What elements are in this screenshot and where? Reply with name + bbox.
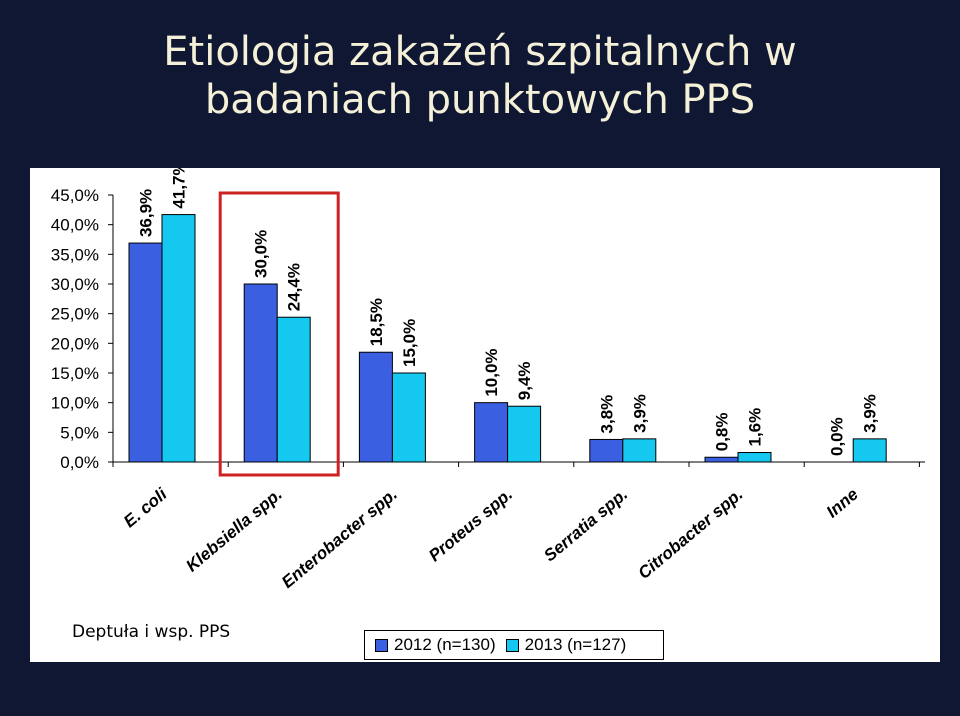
data-label: 1,6% xyxy=(746,408,765,447)
legend-label-2013: 2013 (n=127) xyxy=(524,635,627,654)
chart-legend: 2012 (n=130) 2013 (n=127) xyxy=(364,630,664,660)
legend-item-2013: 2013 (n=127) xyxy=(505,635,627,655)
y-tick-label: 15,0% xyxy=(51,364,99,383)
bar-e-coli-2012 xyxy=(128,242,163,463)
highlight-box xyxy=(218,191,340,477)
slide-title-line1: Etiologia zakażeń szpitalnych w xyxy=(163,29,797,75)
data-label: 10,0% xyxy=(482,348,501,396)
legend-item-2012: 2012 (n=130) xyxy=(375,635,496,655)
data-label: 9,4% xyxy=(515,361,534,400)
data-label: 18,5% xyxy=(367,298,386,346)
data-label: 0,8% xyxy=(713,413,732,452)
bar-enterobacter-spp-2013 xyxy=(391,372,426,463)
legend-swatch-2013 xyxy=(505,638,519,652)
y-tick-label: 25,0% xyxy=(51,305,99,324)
bar-inne-2013 xyxy=(852,438,887,463)
category-label-serratia-spp: Serratia spp. xyxy=(540,485,631,566)
data-label: 30,0% xyxy=(252,230,271,278)
data-label: 41,7% xyxy=(170,168,189,209)
bar-citrobacter-spp-2012 xyxy=(704,456,739,463)
bar-proteus-spp-2012 xyxy=(474,402,509,463)
bar-chart: 0,0% 5,0% 10,0% 15,0% 20,0% 25,0% 30,0% 35,0% 40… xyxy=(51,168,925,592)
data-label: 3,9% xyxy=(630,394,649,433)
y-tick-label: 40,0% xyxy=(51,216,99,235)
data-label: 24,4% xyxy=(285,263,304,311)
category-label-citrobacter-spp: Citrobacter spp. xyxy=(634,485,746,583)
y-tick-label: 45,0% xyxy=(51,186,99,205)
category-label-proteus-spp: Proteus spp. xyxy=(425,485,516,566)
legend-label-2012: 2012 (n=130) xyxy=(394,635,496,654)
bar-serratia-spp-2013 xyxy=(622,438,657,463)
bar-klebsiella-spp-2013 xyxy=(276,316,311,463)
y-tick-label: 0,0% xyxy=(60,453,99,472)
data-label: 3,9% xyxy=(861,394,880,433)
data-label: 15,0% xyxy=(400,319,419,367)
y-tick-label: 35,0% xyxy=(51,245,99,264)
category-label-enterobacter-spp: Enterobacter spp. xyxy=(278,485,401,592)
category-label-inne: Inne xyxy=(823,485,862,522)
chart-panel: 0,0% 5,0% 10,0% 15,0% 20,0% 25,0% 30,0% 35,0% 40… xyxy=(30,168,940,662)
bar-e-coli-2013 xyxy=(161,214,196,463)
y-tick-label: 5,0% xyxy=(60,423,99,442)
bar-serratia-spp-2012 xyxy=(589,438,624,463)
source-citation: Deptuła i wsp. PPS xyxy=(72,622,231,642)
bar-citrobacter-spp-2013 xyxy=(737,452,772,463)
category-label-e-coli: E. coli xyxy=(120,484,172,532)
data-label: 36,9% xyxy=(137,189,156,237)
y-tick-label: 30,0% xyxy=(51,275,99,294)
slide-title-line2: badaniach punktowych PPS xyxy=(204,77,756,123)
data-label: 3,8% xyxy=(597,395,616,434)
data-label: 0,0% xyxy=(828,417,847,456)
slide-title: Etiologia zakażeń szpitalnych w badaniac… xyxy=(90,28,870,124)
bar-klebsiella-spp-2012 xyxy=(243,283,278,463)
category-label-klebsiella-spp: Klebsiella spp. xyxy=(182,485,285,576)
y-tick-label: 20,0% xyxy=(51,334,99,353)
bar-enterobacter-spp-2012 xyxy=(358,351,393,463)
bar-proteus-spp-2013 xyxy=(507,405,542,463)
legend-swatch-2012 xyxy=(375,638,388,652)
y-tick-label: 10,0% xyxy=(51,394,99,413)
